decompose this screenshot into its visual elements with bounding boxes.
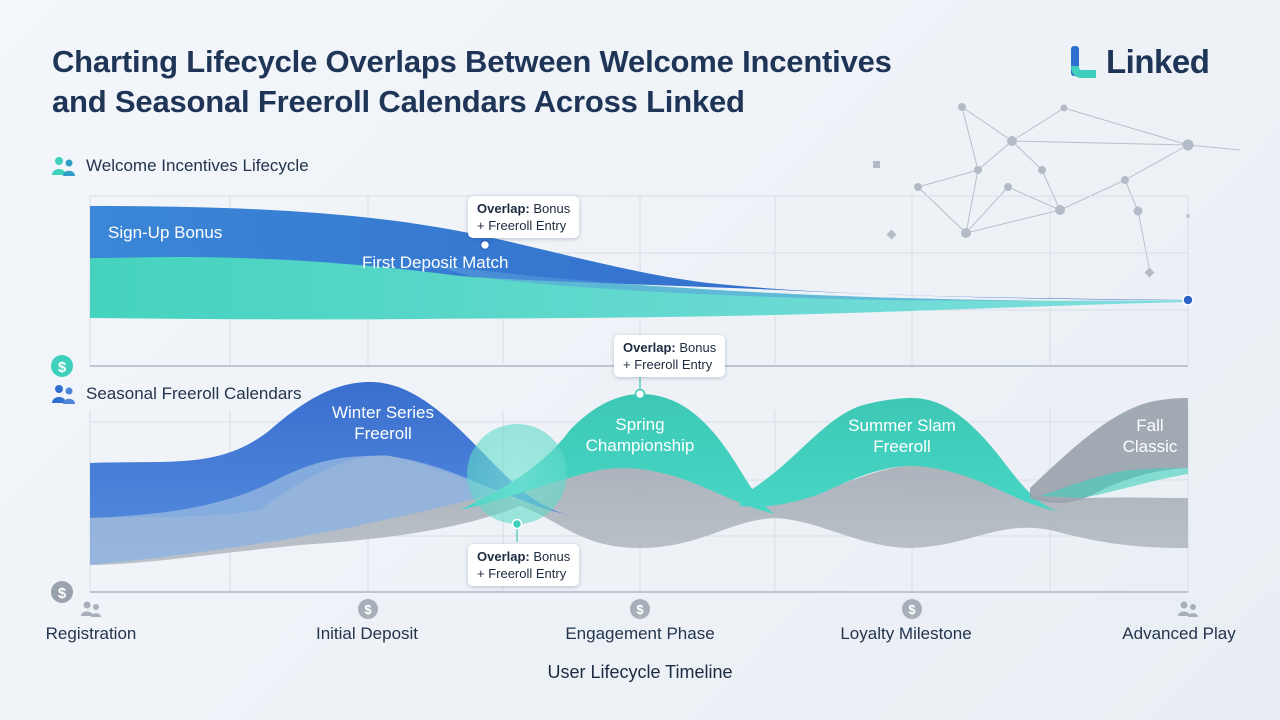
network-nodes (873, 103, 1194, 278)
callout-line2: + Freeroll Entry (477, 566, 567, 581)
fall-to-summer-teal-band (1040, 468, 1188, 498)
linked-logo-icon (1071, 46, 1096, 78)
callout-bold: Overlap: (477, 201, 530, 216)
dollar-icon: $ (358, 599, 378, 619)
linked-logo: Linked (1068, 42, 1210, 82)
people-icon (81, 601, 101, 617)
seasonal-section-title: Seasonal Freeroll Calendars (86, 384, 302, 403)
winter-series-freeroll-stream (90, 382, 575, 518)
svg-text:$: $ (58, 585, 67, 602)
callout-rest: Bonus (675, 340, 717, 355)
sign-up-bonus-stream (90, 206, 1188, 300)
dollar-icon: $ (630, 599, 650, 619)
winter-series-label-2: Freeroll (354, 424, 412, 443)
callout-line2: + Freeroll Entry (623, 357, 713, 372)
overlap-callout: Overlap: Bonus + Freeroll Entry (614, 335, 726, 377)
tick-label-initial-deposit: Initial Deposit (315, 624, 419, 643)
logo-text: Linked (1106, 43, 1210, 80)
welcome-section-title: Welcome Incentives Lifecycle (86, 156, 309, 175)
callout-bold: Overlap: (477, 549, 530, 564)
callout-line2: + Freeroll Entry (477, 218, 567, 233)
summer-slam-label-1: Summer Slam (848, 416, 956, 435)
first-deposit-match-label: First Deposit Match (362, 253, 508, 272)
seasonal-section-label: Seasonal Freeroll Calendars (52, 383, 301, 405)
title-line-1: Charting Lifecycle Overlaps Between Welc… (52, 44, 892, 79)
x-axis-title: User Lifecycle Timeline (547, 662, 733, 682)
winter-series-label-1: Winter Series (332, 403, 434, 422)
spring-championship-label-2: Championship (586, 436, 695, 455)
people-icon (1178, 601, 1198, 617)
svg-text:$: $ (636, 602, 644, 617)
winter-series-inner (90, 455, 500, 565)
tick-label-loyalty-milestone: Loyalty Milestone (840, 624, 972, 643)
tick-label-registration: Registration (45, 624, 137, 643)
spring-championship-label-1: Spring (615, 415, 664, 434)
people-icon (52, 385, 75, 404)
fall-classic-label-1: Fall (1136, 416, 1163, 435)
title-line-2: and Seasonal Freeroll Calendars Across L… (52, 84, 745, 119)
tick-label-engagement-phase: Engagement Phase (565, 624, 715, 643)
callout-bold: Overlap: (623, 340, 676, 355)
sign-up-bonus-label: Sign-Up Bonus (108, 223, 222, 242)
network-decoration (917, 106, 1241, 273)
callout-rest: Bonus (529, 549, 571, 564)
svg-text:$: $ (58, 359, 67, 376)
summer-slam-freeroll-stream (740, 398, 1060, 512)
svg-text:$: $ (908, 602, 916, 617)
overlap-callout: Overlap: Bonus + Freeroll Entry (468, 544, 580, 586)
fall-classic-label-2: Classic (1123, 437, 1178, 456)
welcome-section-label: Welcome Incentives Lifecycle (52, 155, 309, 177)
page-title: Charting Lifecycle Overlaps Between Welc… (52, 42, 972, 122)
svg-text:$: $ (364, 602, 372, 617)
tick-label-advanced-play: Advanced Play (1122, 624, 1236, 643)
overlap-callout: Overlap: Bonus + Freeroll Entry (468, 196, 580, 238)
dollar-icon: $ (902, 599, 922, 619)
sign-up-bonus-tail (420, 262, 1188, 301)
callout-rest: Bonus (529, 201, 571, 216)
fall-classic-stream (1030, 398, 1188, 504)
dollar-icon: $ (51, 581, 73, 603)
summer-slam-label-2: Freeroll (873, 437, 931, 456)
callout-connectors (479, 232, 1194, 542)
dollar-icon: $ (51, 355, 73, 377)
people-icon (52, 157, 75, 176)
overlap-highlight-circle (467, 424, 567, 524)
